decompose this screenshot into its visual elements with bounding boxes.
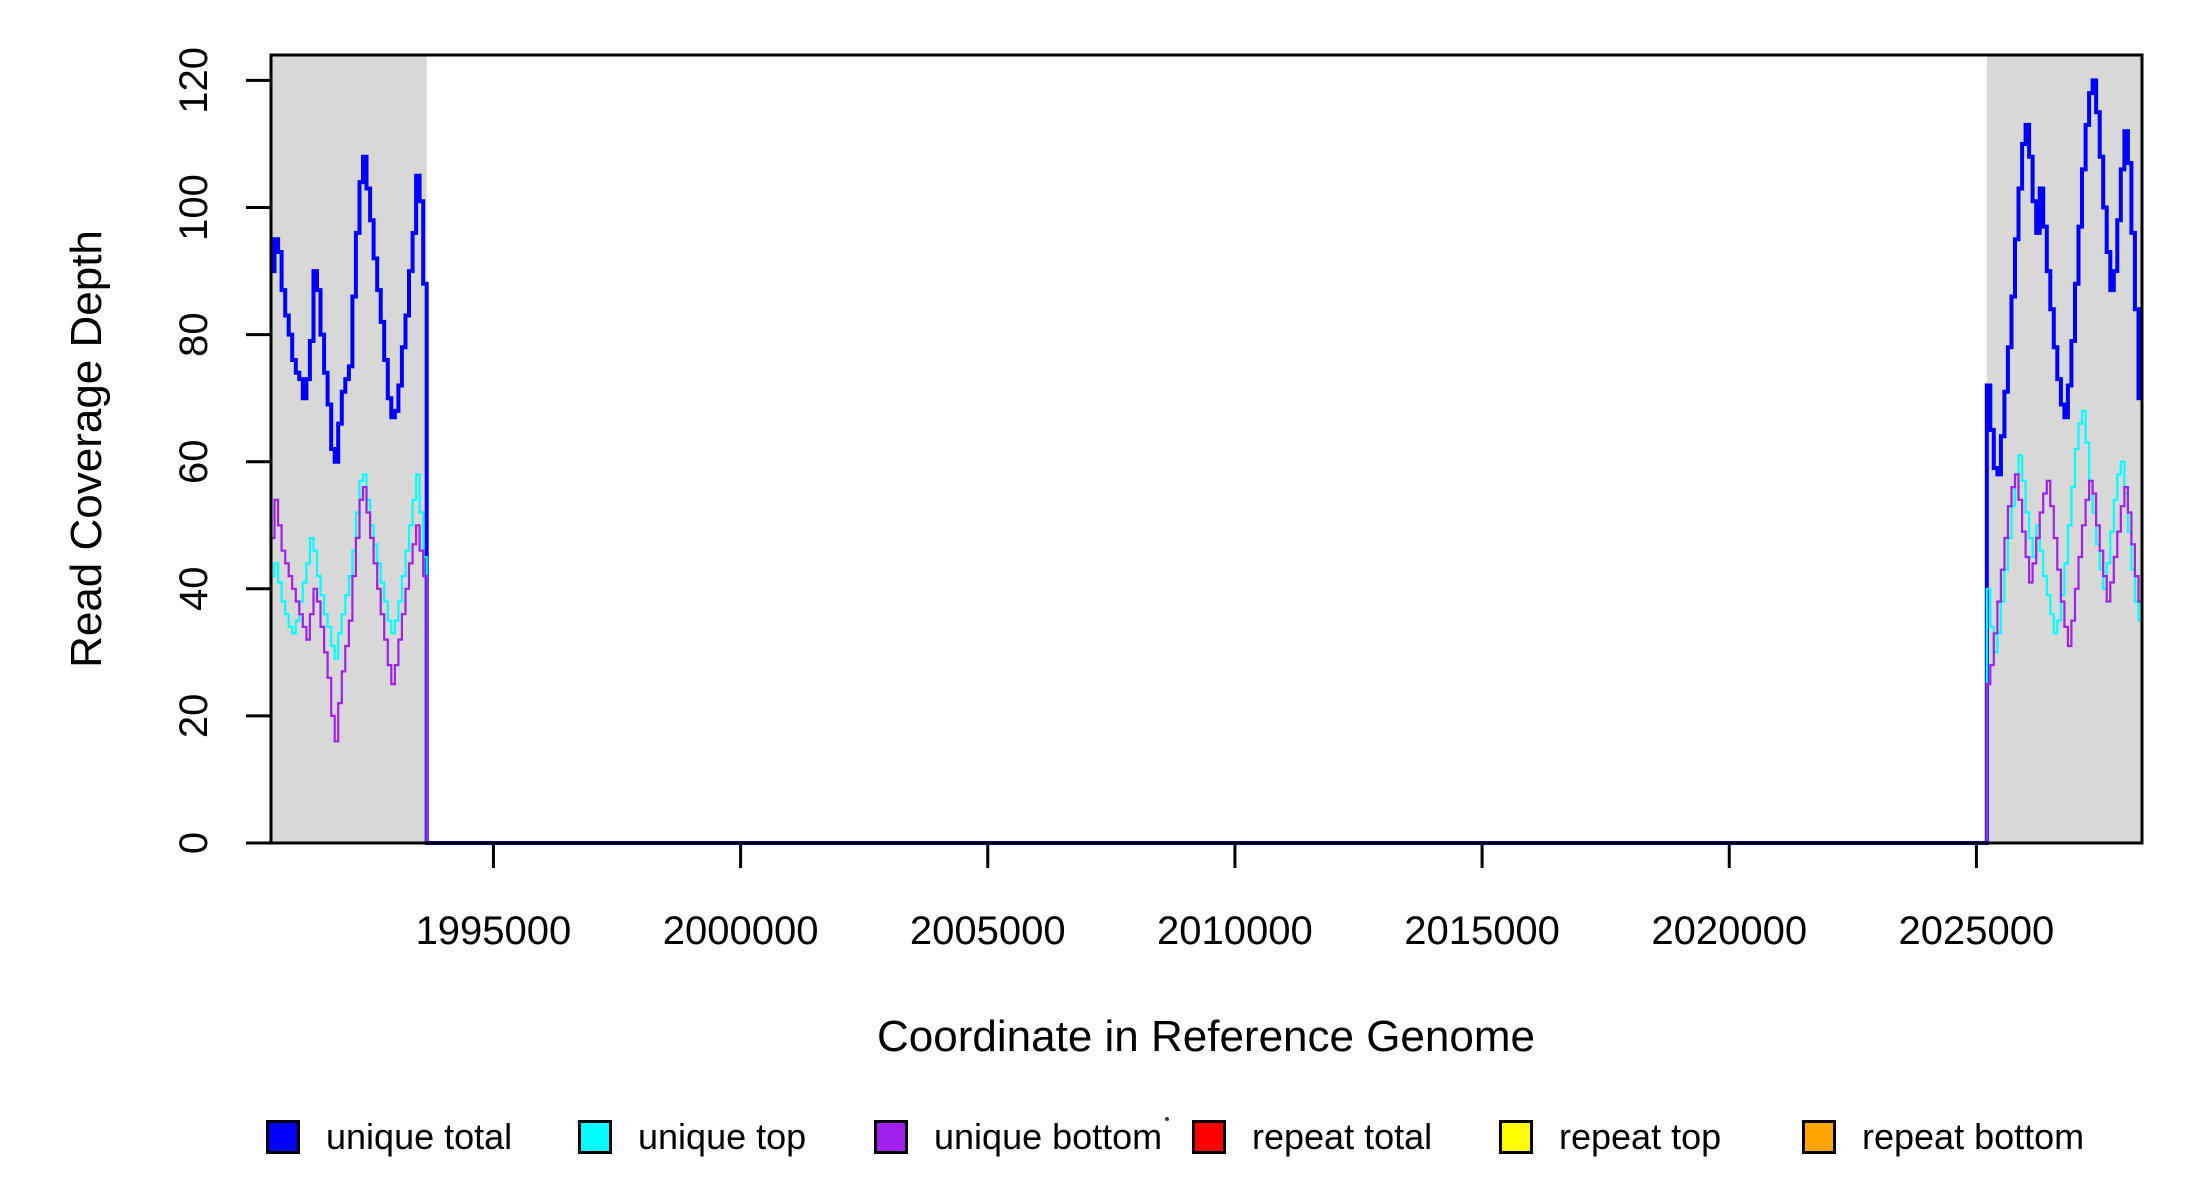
x-tick-label: 2005000 [910, 909, 1066, 953]
y-tick-label: 60 [172, 439, 216, 484]
x-tick-label: 2010000 [1157, 909, 1313, 953]
x-tick-label: 2015000 [1404, 909, 1560, 953]
x-tick-label: 2000000 [663, 909, 819, 953]
y-tick-label: 40 [172, 567, 216, 612]
x-tick-label: 2020000 [1651, 909, 1807, 953]
series-line-unique-bottom [271, 473, 2142, 845]
y-tick-label: 20 [172, 694, 216, 739]
x-axis-title: Coordinate in Reference Genome [877, 1012, 1535, 1061]
y-axis-title: Read Coverage Depth [62, 230, 111, 668]
x-tick-label: 1995000 [416, 909, 572, 953]
y-tick-label: 120 [172, 47, 216, 114]
x-tick-label: 2025000 [1899, 909, 2055, 953]
y-tick-label: 80 [172, 312, 216, 357]
series-line-unique-total [271, 78, 2142, 845]
left-shaded-region [271, 55, 427, 843]
right-shaded-region [1986, 55, 2142, 843]
y-tick-label: 0 [172, 832, 216, 854]
stray-dot-artifact [1165, 1117, 1169, 1121]
series-line-unique-top [271, 409, 2142, 845]
plot-box [269, 53, 2144, 845]
y-tick-label: 100 [172, 174, 216, 241]
